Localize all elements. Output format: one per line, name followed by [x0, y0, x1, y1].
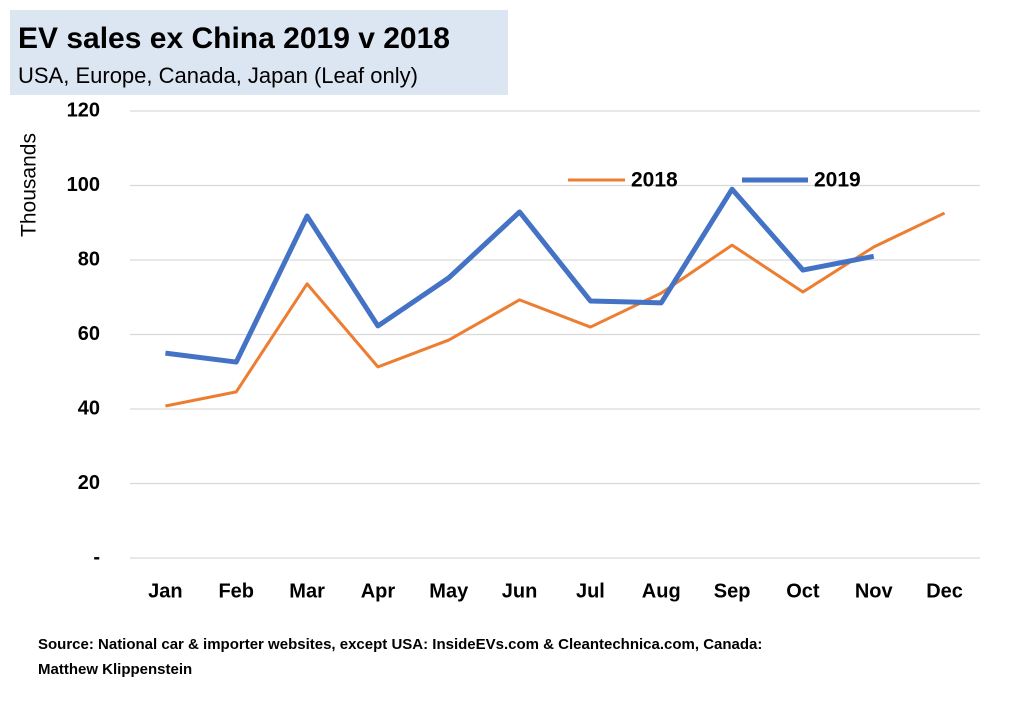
- legend-label: 2019: [814, 169, 861, 192]
- y-tick-label: -: [93, 546, 100, 568]
- chart-title: EV sales ex China 2019 v 2018: [18, 22, 450, 55]
- x-tick-label: Nov: [855, 580, 894, 602]
- y-tick-label: 60: [78, 323, 100, 345]
- line-series: [165, 186, 875, 365]
- chart-subtitle: USA, Europe, Canada, Japan (Leaf only): [18, 63, 418, 88]
- line-series: [165, 211, 946, 408]
- y-tick-label: 20: [78, 472, 100, 494]
- title-box: [10, 10, 508, 95]
- x-tick-label: Apr: [361, 580, 396, 602]
- legend-label: 2018: [631, 169, 678, 192]
- x-tick-label: Dec: [926, 580, 963, 602]
- x-tick-label: Oct: [786, 580, 820, 602]
- y-axis-label: Thousands: [18, 133, 41, 237]
- x-tick-label: May: [429, 580, 469, 602]
- y-tick-label: 120: [67, 99, 100, 121]
- y-tick-label: 80: [78, 248, 100, 270]
- source-note: Matthew Klippenstein: [38, 661, 192, 678]
- x-tick-label: Sep: [714, 580, 751, 602]
- y-tick-label: 40: [78, 397, 100, 419]
- y-tick-label: 100: [67, 174, 100, 196]
- x-tick-label: Mar: [289, 580, 325, 602]
- x-tick-label: Aug: [642, 580, 681, 602]
- x-tick-label: Feb: [218, 580, 254, 602]
- x-tick-label: Jul: [576, 580, 605, 602]
- source-note: Source: National car & importer websites…: [38, 636, 762, 653]
- x-tick-label: Jun: [502, 580, 538, 602]
- x-tick-label: Jan: [148, 580, 182, 602]
